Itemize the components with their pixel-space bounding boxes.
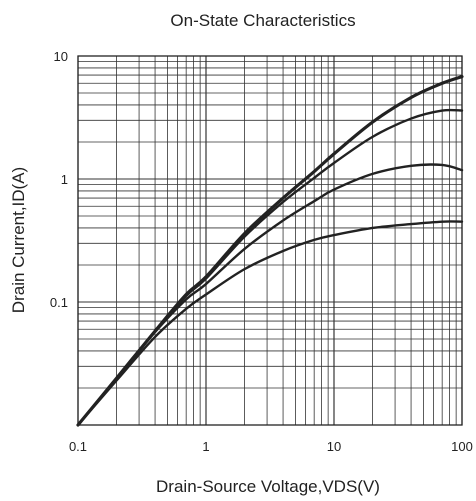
x-tick-label: 100 (451, 439, 473, 454)
x-tick-label: 10 (327, 439, 341, 454)
x-tick-labels: 0.1 1 10 100 (69, 439, 473, 454)
x-axis-label: Drain-Source Voltage,VDS(V) (156, 477, 380, 496)
chart-title: On-State Characteristics (170, 11, 355, 30)
x-tick-label: 1 (202, 439, 209, 454)
grid (77, 55, 463, 426)
y-tick-label: 1 (61, 172, 68, 187)
curves (76, 75, 464, 427)
series-line-1 (76, 75, 464, 427)
y-axis-label: Drain Current,ID(A) (9, 167, 28, 313)
x-tick-label: 0.1 (69, 439, 87, 454)
series-line-4 (76, 220, 464, 427)
plot-frame (77, 55, 463, 426)
y-tick-label: 0.1 (50, 295, 68, 310)
series-line-3 (76, 163, 464, 427)
y-tick-label: 10 (54, 49, 68, 64)
y-tick-labels: 0.1 1 10 (50, 49, 68, 310)
series-line-2 (76, 108, 464, 427)
